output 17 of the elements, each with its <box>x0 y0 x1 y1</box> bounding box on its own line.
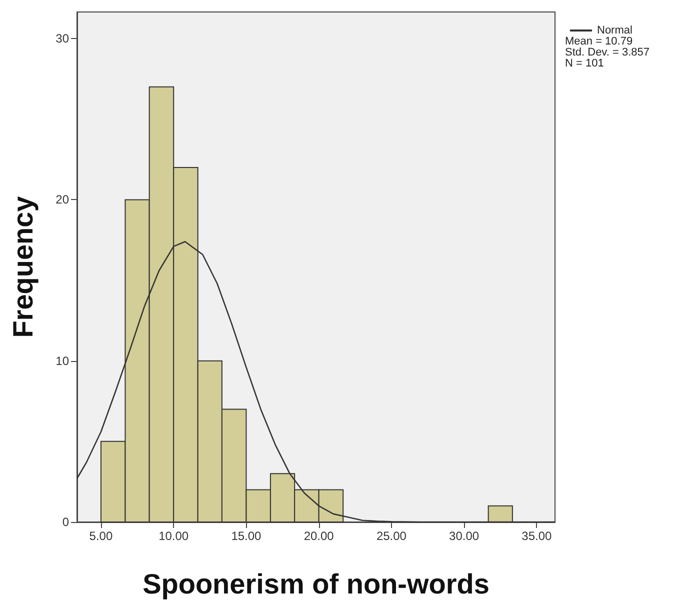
text: Mean = 10.79 <box>565 36 633 48</box>
y-tick-label: 0 <box>62 515 70 529</box>
x-tick-label: 10.00 <box>158 529 189 543</box>
text: N = 101 <box>565 58 604 70</box>
x-tick-label: 15.00 <box>231 529 262 543</box>
x-tick-label: 25.00 <box>376 529 407 543</box>
x-tick-label: 5.00 <box>89 529 113 543</box>
text: Std. Dev. = 3.857 <box>565 46 650 58</box>
y-axis-title: Frequency <box>8 196 38 338</box>
x-axis-title: Spoonerism of non-words <box>142 568 490 600</box>
x-tick-label: 35.00 <box>522 529 552 543</box>
y-tick-label: 20 <box>56 192 70 207</box>
legend-label: Normal <box>597 24 632 36</box>
y-tick-label: 10 <box>56 354 70 368</box>
x-tick-label: 30.00 <box>449 529 480 543</box>
y-tick-label: 30 <box>56 32 70 46</box>
x-tick-label: 20.00 <box>304 529 334 543</box>
